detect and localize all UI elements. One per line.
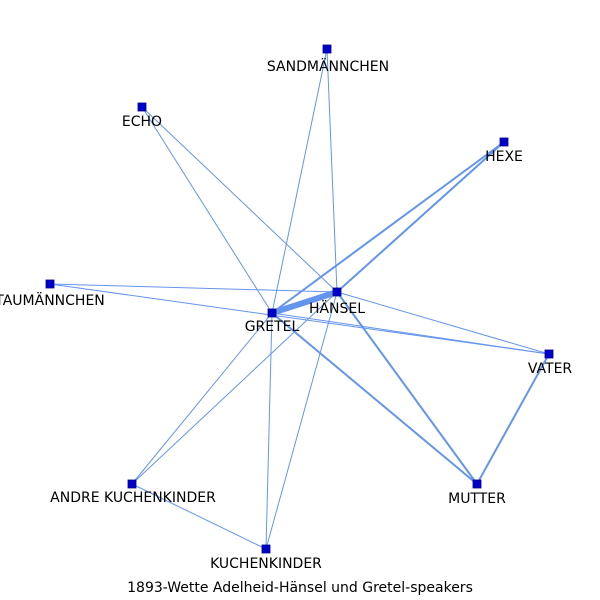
node-vater: [544, 349, 554, 359]
node-echo: [137, 102, 147, 112]
edges-layer: [49, 48, 550, 550]
edge-vater-mutter: [476, 353, 550, 485]
figure-caption: 1893-Wette Adelheid-Hänsel und Gretel-sp…: [127, 580, 473, 596]
node-hexe: [499, 137, 509, 147]
node-label-sandmaennchen: SANDMÄNNCHEN: [267, 57, 389, 75]
edge-andre-gretel: [131, 312, 273, 485]
node-label-taumaennchen: TAUMÄNNCHEN: [0, 291, 105, 309]
edge-kuchenkinder-gretel: [265, 312, 273, 550]
edge-gretel-haensel: [269, 289, 340, 316]
labels-layer: SANDMÄNNCHEN ECHO HEXE TAUMÄNNCHEN HÄNSEL GRE…: [0, 57, 572, 572]
edge-gretel-vater: [271, 312, 550, 355]
node-haensel: [332, 287, 342, 297]
node-kuchenkinder: [261, 544, 271, 554]
edge-taumaennchen-vater: [49, 283, 550, 355]
edge-gretel-mutter: [271, 312, 478, 485]
edge-kuchenkinder-haensel: [265, 291, 338, 550]
node-label-gretel: GRETEL: [245, 319, 300, 335]
edge-haensel-mutter: [336, 291, 478, 485]
node-andre: [127, 479, 137, 489]
edge-taumaennchen-haensel: [49, 283, 338, 293]
edge-gretel-sandmaennchen: [271, 48, 328, 314]
node-label-kuchenkinder: KUCHENKINDER: [210, 556, 322, 572]
edge-echo-gretel: [141, 106, 273, 314]
edge-haensel-sandmaennchen: [326, 48, 338, 293]
edge-echo-haensel: [141, 106, 338, 293]
node-label-hexe: HEXE: [485, 149, 523, 165]
node-taumaennchen: [45, 279, 55, 289]
node-mutter: [472, 479, 482, 489]
node-label-haensel: HÄNSEL: [309, 299, 365, 317]
node-gretel: [267, 308, 277, 318]
edge-haensel-hexe: [336, 141, 505, 293]
node-label-andre: ANDRE KUCHENKINDER: [50, 490, 216, 506]
node-label-vater: VATER: [528, 361, 573, 377]
edge-gretel-hexe: [271, 141, 505, 314]
edge-haensel-vater: [336, 291, 550, 355]
edge-andre-haensel: [131, 291, 338, 485]
edge-andre-kuchenkinder: [131, 483, 267, 550]
node-label-echo: ECHO: [122, 114, 162, 130]
node-label-mutter: MUTTER: [448, 491, 506, 507]
node-sandmaennchen: [322, 44, 332, 54]
nodes-layer: [45, 44, 554, 554]
